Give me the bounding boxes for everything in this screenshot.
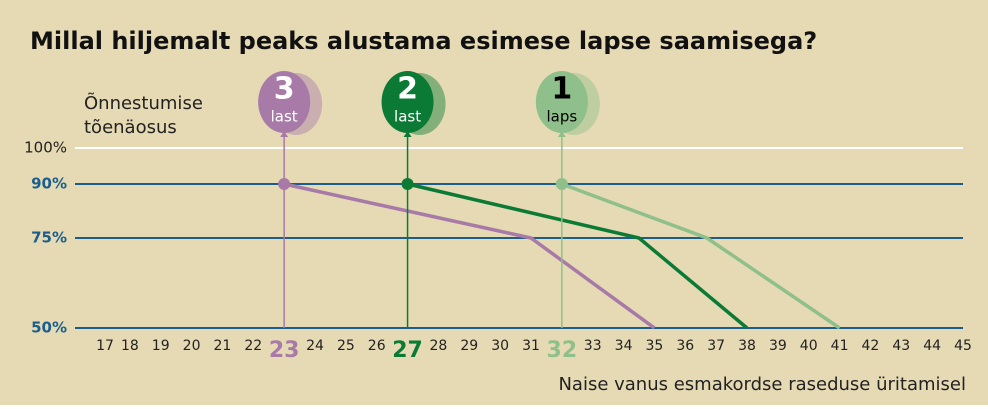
- x-tick-label: 33: [584, 338, 602, 354]
- x-axis-title: Naise vanus esmakordse raseduse üritamis…: [558, 374, 966, 395]
- x-tick-label: 24: [306, 338, 324, 354]
- start-point: [556, 178, 568, 190]
- chart-title: Millal hiljemalt peaks alustama esimese …: [30, 27, 817, 55]
- legend-label: last: [394, 108, 421, 126]
- legend-label: laps: [547, 108, 578, 126]
- start-point: [278, 178, 290, 190]
- y-tick-label: 90%: [31, 175, 67, 193]
- x-tick-label: 43: [892, 338, 910, 354]
- x-tick-label: 40: [800, 338, 818, 354]
- x-tick-label: 28: [430, 338, 448, 354]
- x-tick-label: 17: [96, 338, 114, 354]
- x-tick-label: 19: [152, 338, 170, 354]
- balloon-number: 1: [551, 72, 572, 107]
- x-tick-label: 41: [831, 338, 849, 354]
- x-tick-label: 36: [676, 338, 694, 354]
- x-tick-label: 20: [183, 338, 201, 354]
- y-tick-label: 50%: [31, 319, 67, 337]
- x-tick-label: 39: [769, 338, 787, 354]
- balloon-number: 2: [397, 72, 418, 107]
- x-tick-label: 25: [337, 338, 355, 354]
- x-tick-label: 32: [547, 338, 578, 363]
- y-axis-title: tõenäosus: [84, 117, 177, 138]
- x-tick-label: 27: [392, 338, 423, 363]
- x-tick-label: 18: [121, 338, 139, 354]
- x-tick-label: 35: [646, 338, 664, 354]
- x-tick-label: 23: [269, 338, 300, 363]
- legend-label: last: [271, 108, 298, 126]
- x-tick-label: 37: [707, 338, 725, 354]
- y-axis-title: Õnnestumise: [84, 92, 203, 114]
- x-tick-label: 34: [615, 338, 633, 354]
- x-tick-label: 30: [491, 338, 509, 354]
- x-tick-label: 42: [862, 338, 880, 354]
- y-tick-label: 75%: [31, 229, 67, 247]
- y-tick-label: 100%: [24, 139, 67, 157]
- x-tick-label: 45: [954, 338, 972, 354]
- x-tick-label: 21: [214, 338, 232, 354]
- x-tick-label: 22: [244, 338, 262, 354]
- start-point: [402, 178, 414, 190]
- x-tick-label: 44: [923, 338, 941, 354]
- chart: Millal hiljemalt peaks alustama esimese …: [0, 0, 988, 405]
- x-tick-label: 26: [368, 338, 386, 354]
- x-tick-label: 31: [522, 338, 540, 354]
- x-tick-label: 29: [460, 338, 478, 354]
- x-tick-label: 38: [738, 338, 756, 354]
- balloon-number: 3: [274, 72, 295, 107]
